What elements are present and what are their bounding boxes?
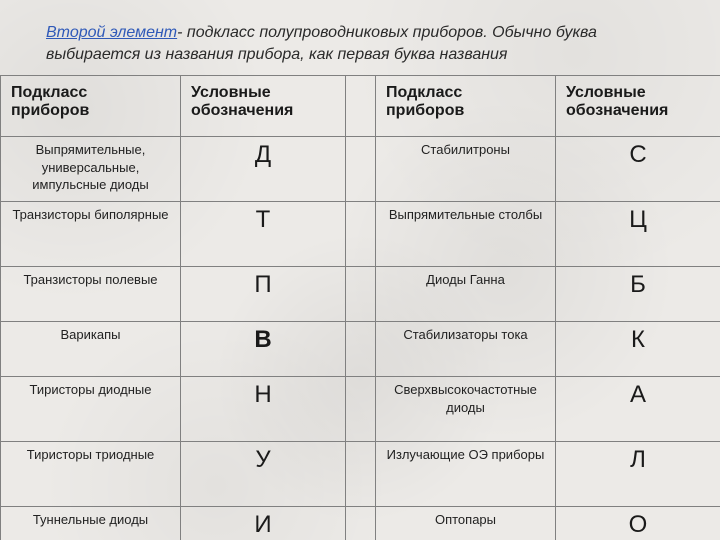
table-head: Подкласс приборов Условные обозначения П…	[1, 76, 720, 137]
header-designation-left: Условные обозначения	[181, 76, 346, 137]
designation-letter-left: И	[181, 507, 346, 540]
gap-cell	[346, 442, 376, 507]
designation-letter-right: О	[556, 507, 720, 540]
subclass-name-left: Выпрямительные, универсальные, импульсны…	[1, 137, 181, 202]
designation-letter-left: У	[181, 442, 346, 507]
table-row: Туннельные диодыИ ОптопарыО	[1, 507, 720, 540]
subclass-name-right: Диоды Ганна	[376, 267, 556, 322]
table-row: Тиристоры диодныеН Сверхвысокочастотные д…	[1, 377, 720, 442]
designation-letter-left: В	[181, 322, 346, 377]
header-gap	[346, 76, 376, 137]
designation-letter-right: А	[556, 377, 720, 442]
subclass-name-left: Тиристоры триодные	[1, 442, 181, 507]
header-subclass-left: Подкласс приборов	[1, 76, 181, 137]
gap-cell	[346, 377, 376, 442]
title-paragraph: Второй элемент- подкласс полупроводников…	[0, 22, 720, 75]
header-designation-right: Условные обозначения	[556, 76, 720, 137]
designation-letter-left: Н	[181, 377, 346, 442]
gap-cell	[346, 137, 376, 202]
subclass-name-right: Оптопары	[376, 507, 556, 540]
designation-letter-left: Т	[181, 202, 346, 267]
table-row: Транзисторы полевыеП Диоды ГаннаБ	[1, 267, 720, 322]
subclass-name-right: Выпрямительные столбы	[376, 202, 556, 267]
table-row: Тиристоры триодныеУ Излучающие ОЭ приборы…	[1, 442, 720, 507]
subclass-name-left: Варикапы	[1, 322, 181, 377]
subclass-name-right: Сверхвысокочастотные диоды	[376, 377, 556, 442]
subclass-name-left: Туннельные диоды	[1, 507, 181, 540]
gap-cell	[346, 202, 376, 267]
table-row: Выпрямительные, универсальные, импульсны…	[1, 137, 720, 202]
designation-letter-right: Б	[556, 267, 720, 322]
table-body: Выпрямительные, универсальные, импульсны…	[1, 137, 720, 540]
header-subclass-right: Подкласс приборов	[376, 76, 556, 137]
designation-letter-right: С	[556, 137, 720, 202]
subclass-name-left: Транзисторы биполярные	[1, 202, 181, 267]
subclass-name-right: Излучающие ОЭ приборы	[376, 442, 556, 507]
table-row: Транзисторы биполярныеТ Выпрямительные ст…	[1, 202, 720, 267]
subclass-name-left: Тиристоры диодные	[1, 377, 181, 442]
gap-cell	[346, 267, 376, 322]
designation-letter-left: П	[181, 267, 346, 322]
table-row: ВарикапыВ Стабилизаторы токаК	[1, 322, 720, 377]
designation-letter-right: Ц	[556, 202, 720, 267]
designation-letter-left: Д	[181, 137, 346, 202]
subclass-name-right: Стабилитроны	[376, 137, 556, 202]
slide: Второй элемент- подкласс полупроводников…	[0, 0, 720, 540]
designation-letter-right: К	[556, 322, 720, 377]
subclass-name-left: Транзисторы полевые	[1, 267, 181, 322]
gap-cell	[346, 322, 376, 377]
designations-table: Подкласс приборов Условные обозначения П…	[0, 75, 720, 540]
title-lead: Второй элемент	[46, 24, 177, 41]
subclass-name-right: Стабилизаторы тока	[376, 322, 556, 377]
gap-cell	[346, 507, 376, 540]
designation-letter-right: Л	[556, 442, 720, 507]
